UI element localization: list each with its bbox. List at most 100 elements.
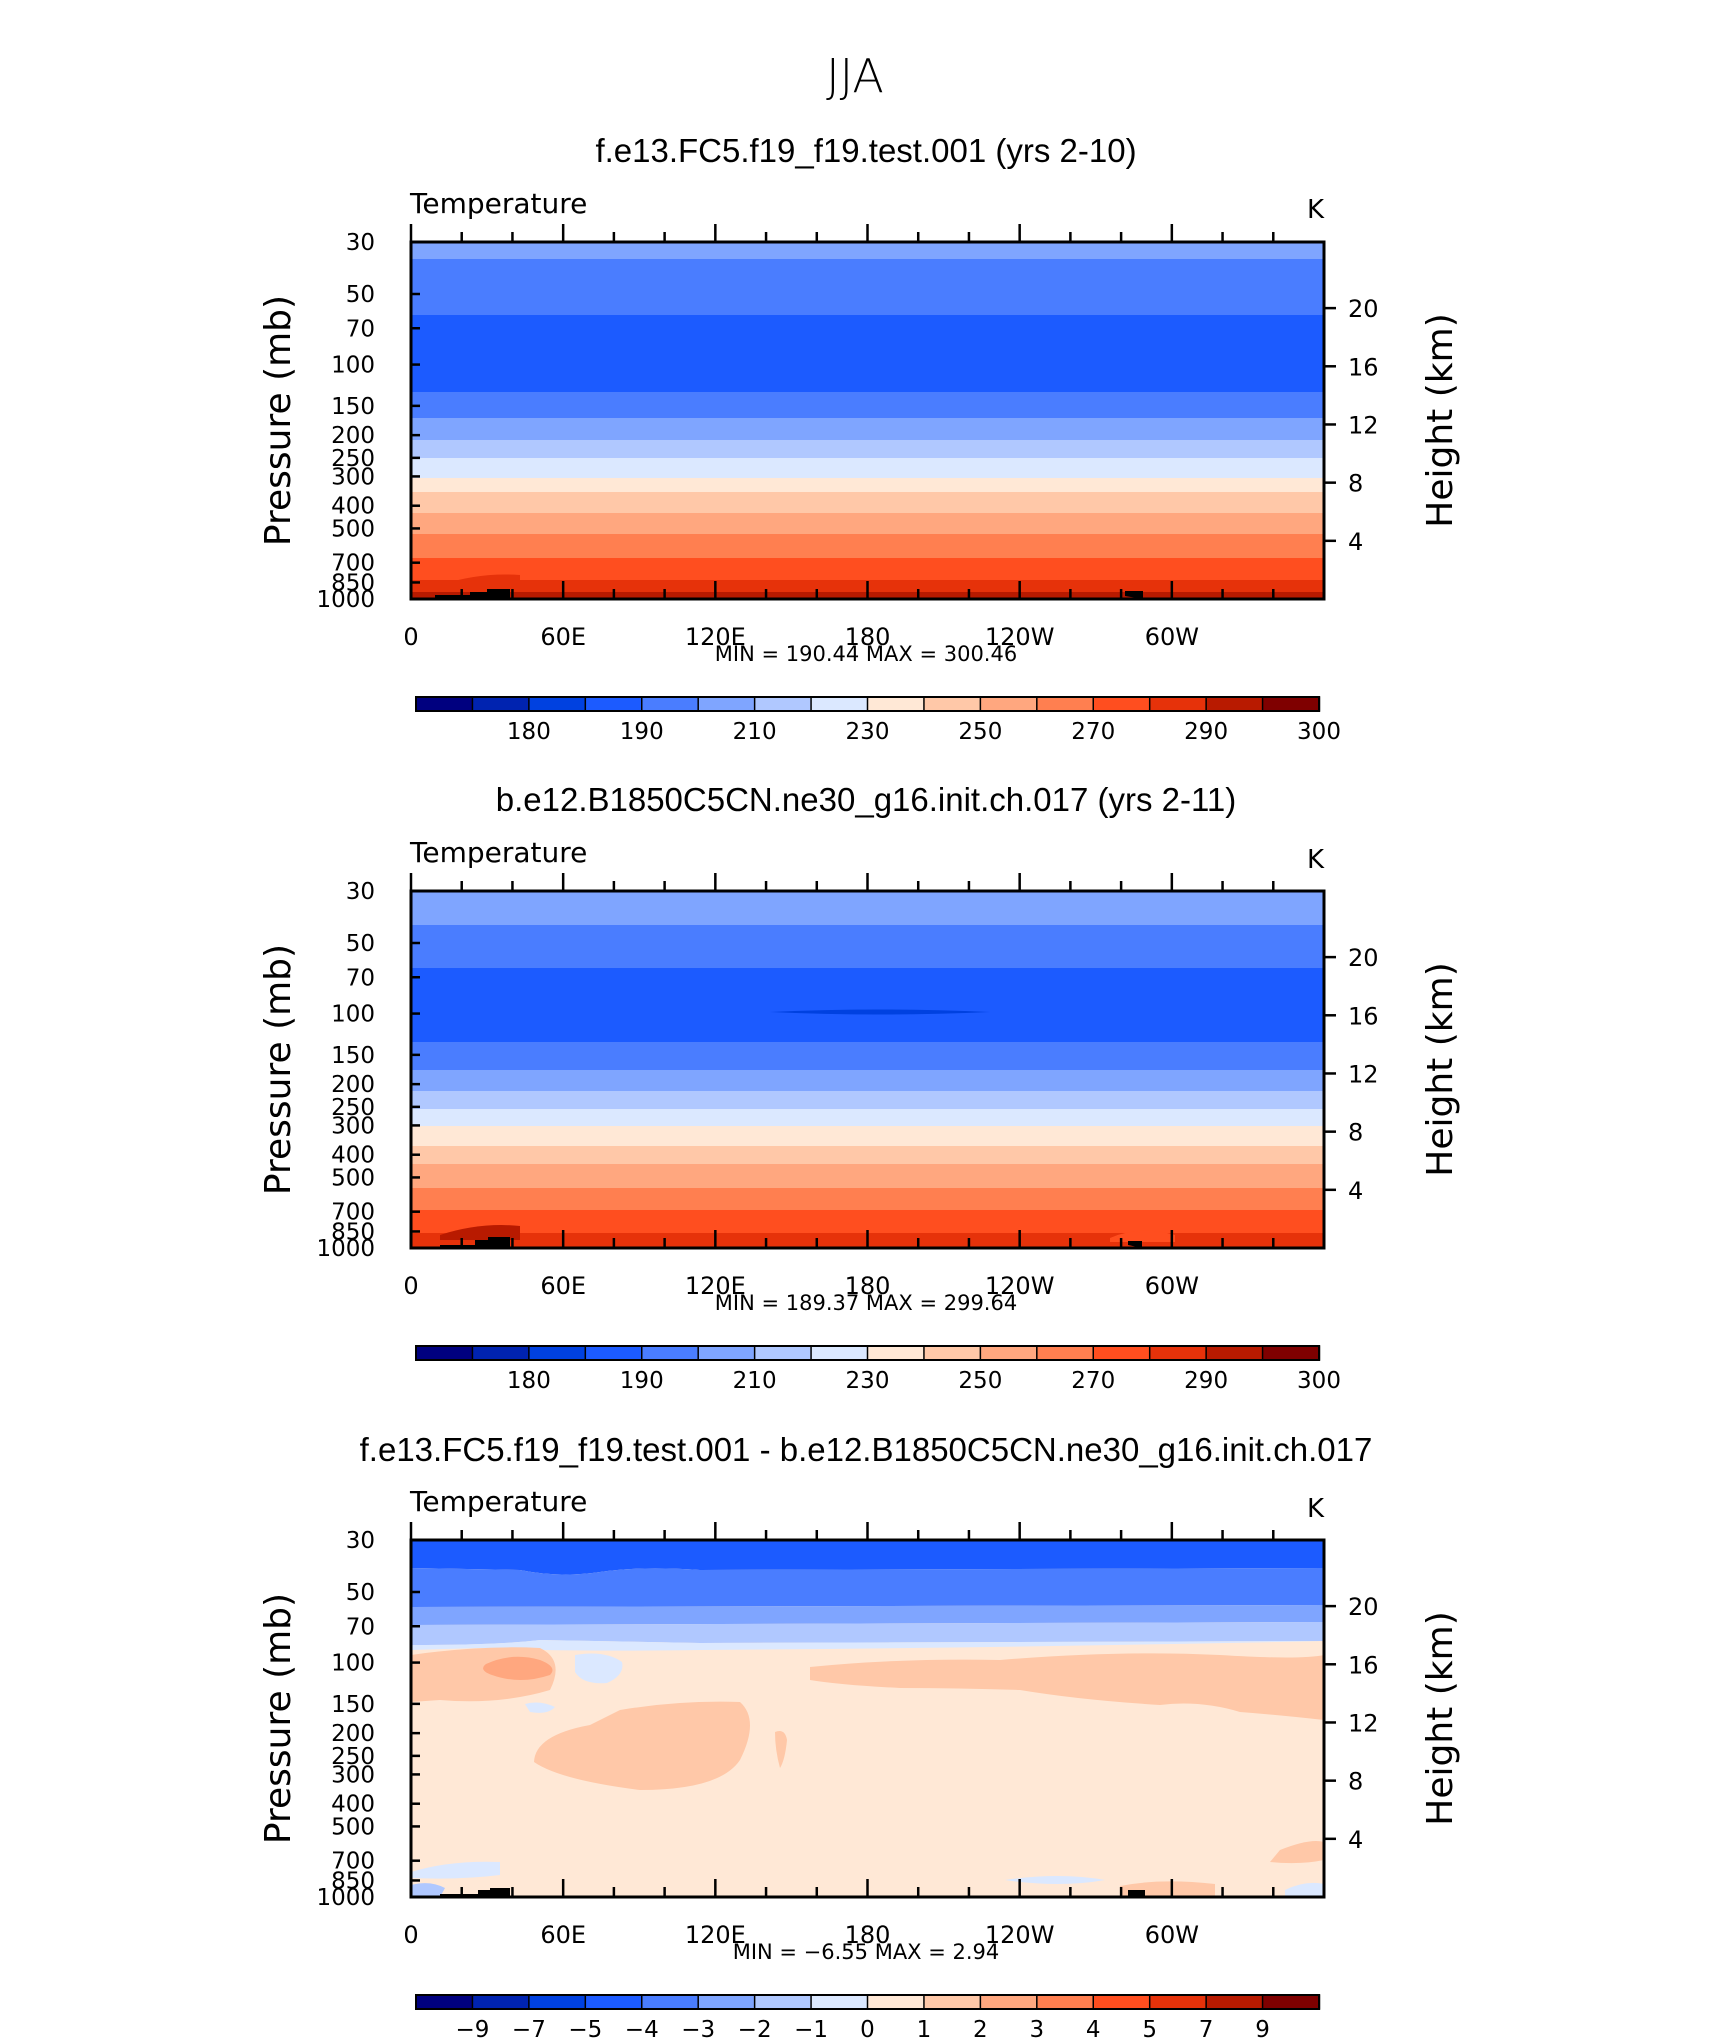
y-tick-label: 1000 xyxy=(316,587,375,613)
y-tick-label: 200 xyxy=(331,1721,375,1747)
colorbar-label: −2 xyxy=(738,2017,772,2038)
contour-field xyxy=(411,242,1324,599)
colorbar-label: 230 xyxy=(846,1368,890,1394)
colorbar-label: −5 xyxy=(568,2017,602,2038)
y-tick-label: 1000 xyxy=(316,1236,375,1262)
min-max-text: MIN = 189.37 MAX = 299.64 xyxy=(715,1291,1017,1315)
colorbar-swatch xyxy=(866,1345,926,1361)
y-tick-label: 100 xyxy=(331,353,375,379)
colorbar-swatch xyxy=(753,1994,813,2010)
colorbar-swatch xyxy=(471,696,531,712)
x-tick-label: 0 xyxy=(403,623,418,651)
x-tick-label: 120E xyxy=(685,1921,746,1949)
x-tick-label: 60E xyxy=(540,1921,586,1949)
right-tick-label: 12 xyxy=(1348,411,1379,439)
y-tick-label: 700 xyxy=(331,551,375,577)
min-max-text: MIN = −6.55 MAX = 2.94 xyxy=(733,1940,1000,1964)
y-tick-label: 500 xyxy=(331,516,375,542)
colorbar-label: 290 xyxy=(1184,719,1228,745)
x-tick-label: 60E xyxy=(540,623,586,651)
y-axis-label: Pressure (mb) xyxy=(258,944,299,1195)
colorbar-frame xyxy=(415,696,1320,712)
x-tick-label: 120W xyxy=(985,1272,1055,1300)
right-tick-label: 20 xyxy=(1348,1593,1379,1621)
x-tick-label: 60W xyxy=(1145,623,1199,651)
colorbar-swatch xyxy=(866,696,926,712)
colorbar-label: 0 xyxy=(860,2017,875,2038)
y-tick-label: 100 xyxy=(331,1651,375,1677)
colorbar-swatch xyxy=(810,1345,869,1361)
colorbar-swatch xyxy=(923,1345,982,1361)
colorbar-swatch xyxy=(1036,1994,1095,2010)
colorbar-label: 7 xyxy=(1199,2017,1214,2038)
units-label: K xyxy=(1307,195,1325,225)
y-tick-label: 850 xyxy=(331,570,375,596)
colorbar-swatch xyxy=(866,1994,926,2010)
colorbar-swatch xyxy=(923,1994,982,2010)
y-tick-label: 300 xyxy=(331,1762,375,1788)
units-label: K xyxy=(1307,845,1325,875)
y-tick-label: 700 xyxy=(331,1849,375,1875)
y-tick-label: 30 xyxy=(346,1528,375,1554)
y-tick-label: 200 xyxy=(331,1072,375,1098)
colorbar-swatch xyxy=(641,1345,700,1361)
y-tick-label: 100 xyxy=(331,1002,375,1028)
y-tick-label: 50 xyxy=(346,282,375,308)
min-max-text: MIN = 190.44 MAX = 300.46 xyxy=(715,642,1017,666)
colorbar-swatch xyxy=(415,1345,474,1361)
colorbar-swatch xyxy=(641,696,700,712)
variable-label: Temperature xyxy=(409,1485,587,1518)
y-tick-label: 300 xyxy=(331,1113,375,1139)
y-tick-label: 70 xyxy=(346,316,375,342)
colorbar-swatch xyxy=(584,1994,643,2010)
y-tick-label: 250 xyxy=(331,1744,375,1770)
colorbar-swatch xyxy=(979,1994,1039,2010)
right-tick-label: 4 xyxy=(1348,1177,1363,1205)
x-tick-label: 0 xyxy=(403,1921,418,1949)
y-tick-label: 30 xyxy=(346,230,375,256)
colorbar-swatch xyxy=(1092,1994,1151,2010)
colorbar-swatch xyxy=(641,1994,700,2010)
panel-title: f.e13.FC5.f19_f19.test.001 (yrs 2-10) xyxy=(595,132,1136,169)
x-tick-label: 0 xyxy=(403,1272,418,1300)
colorbar-label: 190 xyxy=(620,719,664,745)
right-axis-label: Height (km) xyxy=(1420,313,1461,527)
x-tick-label: 120E xyxy=(685,1272,746,1300)
variable-label: Temperature xyxy=(409,836,587,869)
y-axis-label: Pressure (mb) xyxy=(258,1593,299,1844)
right-tick-label: 20 xyxy=(1348,295,1379,323)
variable-label: Temperature xyxy=(409,187,587,220)
x-tick-label: 120W xyxy=(985,1921,1055,1949)
right-tick-label: 16 xyxy=(1348,1651,1379,1679)
right-tick-label: 16 xyxy=(1348,353,1379,381)
colorbar-label: 9 xyxy=(1255,2017,1270,2038)
colorbar-label: 270 xyxy=(1071,719,1115,745)
colorbar-label: 1 xyxy=(917,2017,932,2038)
colorbar-swatch xyxy=(528,1345,587,1361)
colorbar-swatch xyxy=(1148,1994,1208,2010)
colorbar-swatch xyxy=(528,696,587,712)
colorbar-label: 300 xyxy=(1297,719,1341,745)
right-axis-label: Height (km) xyxy=(1420,1611,1461,1825)
colorbar-swatch xyxy=(697,1994,756,2010)
colorbar-swatch xyxy=(979,696,1039,712)
y-tick-label: 50 xyxy=(346,931,375,957)
y-axis-label: Pressure (mb) xyxy=(258,295,299,546)
colorbar-swatch xyxy=(584,696,643,712)
colorbar-swatch xyxy=(1261,696,1321,712)
right-tick-label: 12 xyxy=(1348,1060,1379,1088)
y-tick-label: 500 xyxy=(331,1814,375,1840)
y-tick-label: 850 xyxy=(331,1868,375,1894)
colorbar-swatch xyxy=(697,1345,756,1361)
colorbar-swatch xyxy=(1148,1345,1208,1361)
x-tick-label: 60W xyxy=(1145,1272,1199,1300)
colorbar-swatch xyxy=(697,696,756,712)
units-label: K xyxy=(1307,1494,1325,1524)
colorbar-swatch xyxy=(753,1345,813,1361)
colorbar-label: 290 xyxy=(1184,1368,1228,1394)
colorbar-swatch xyxy=(415,696,474,712)
panel-3: f.e13.FC5.f19_f19.test.001 - b.e12.B1850… xyxy=(258,1431,1461,2038)
colorbar-swatch xyxy=(979,1345,1039,1361)
right-tick-label: 8 xyxy=(1348,1768,1363,1796)
